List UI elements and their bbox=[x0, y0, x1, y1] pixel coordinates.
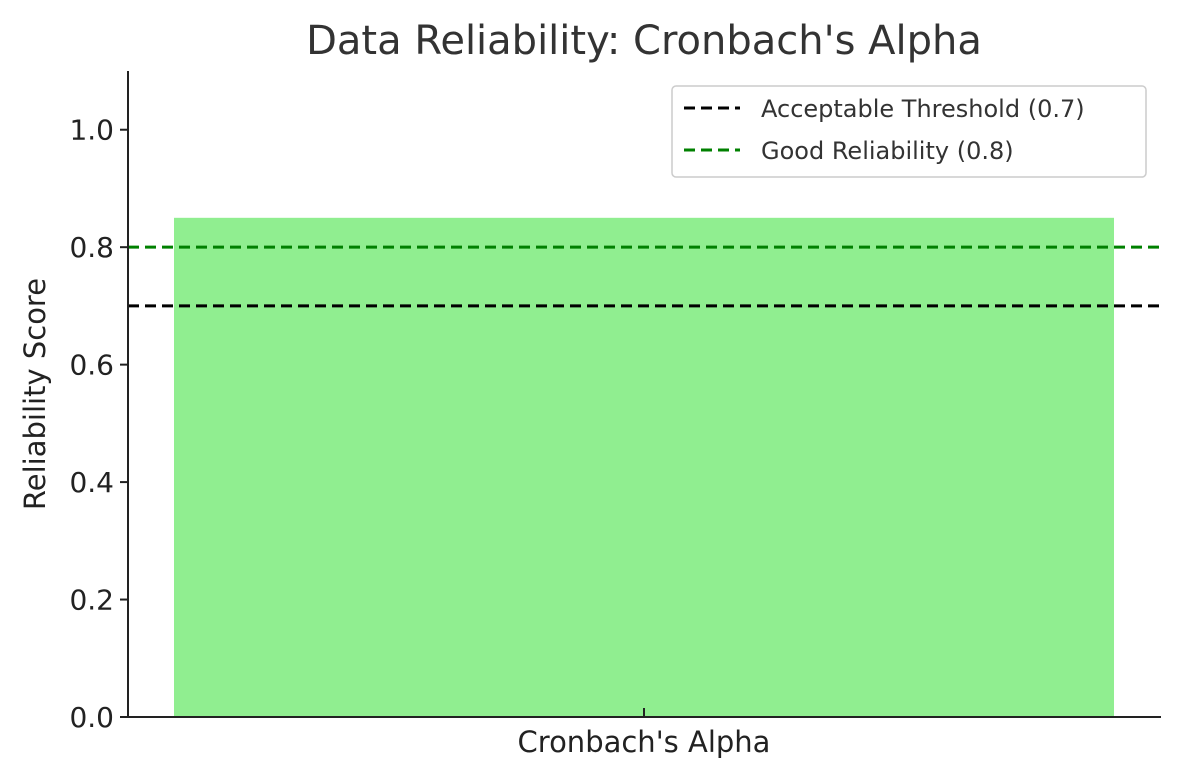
reference-lines-layer bbox=[128, 245, 1160, 308]
x-tick-label: Cronbach's Alpha bbox=[518, 725, 771, 759]
y-tick-label: 0.4 bbox=[69, 466, 114, 499]
legend-box bbox=[671, 85, 1147, 178]
legend-label-0: Acceptable Threshold (0.7) bbox=[761, 95, 1085, 123]
y-tick-label: 0.8 bbox=[69, 231, 114, 264]
legend-items: Acceptable Threshold (0.7) Good Reliabili… bbox=[684, 95, 1085, 165]
y-tick-label: 0.6 bbox=[69, 349, 114, 382]
y-axis-label: Reliability Score bbox=[18, 278, 52, 510]
bars-layer bbox=[174, 217, 1114, 717]
y-ticks-layer: 0.0 0.2 0.4 0.6 0.8 1.0 bbox=[69, 114, 128, 734]
legend-label-1: Good Reliability (0.8) bbox=[761, 137, 1014, 165]
bar bbox=[174, 217, 1114, 717]
y-tick-label: 0.2 bbox=[69, 584, 114, 617]
y-tick-label: 0.0 bbox=[69, 701, 114, 734]
x-ticks-layer: Cronbach's Alpha bbox=[518, 708, 771, 759]
chart-title: Data Reliability: Cronbach's Alpha bbox=[306, 18, 982, 64]
legend: Acceptable Threshold (0.7) Good Reliabili… bbox=[671, 85, 1147, 178]
y-tick-label: 1.0 bbox=[69, 114, 114, 147]
